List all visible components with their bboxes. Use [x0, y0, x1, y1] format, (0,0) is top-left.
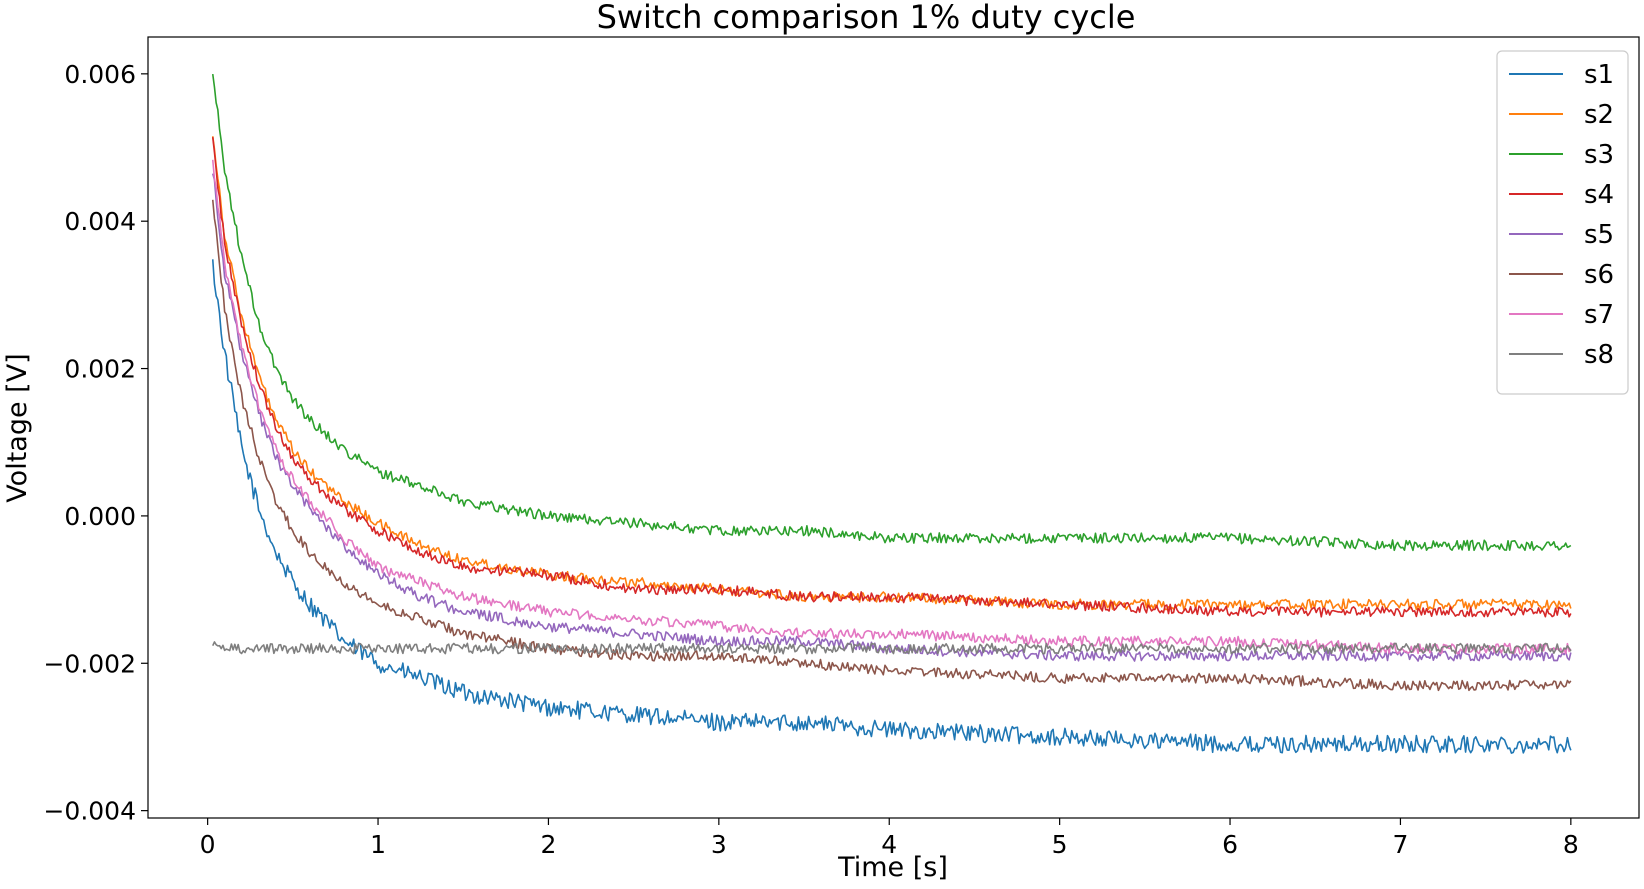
plot-area — [147, 36, 1640, 819]
x-tick-label: 8 — [1563, 830, 1579, 859]
y-tick-label: 0.004 — [64, 207, 136, 236]
legend-label-s8: s8 — [1584, 340, 1614, 370]
y-tick-label: 0.002 — [64, 355, 136, 384]
x-tick-label: 7 — [1392, 830, 1408, 859]
x-tick-label: 3 — [711, 830, 727, 859]
legend: s1 s2 s3 s4 s5 s6 s7 s8 — [1496, 50, 1629, 395]
legend-label-s1: s1 — [1584, 60, 1614, 90]
series-line-s6 — [211, 199, 1572, 692]
x-axis-label: Time [s] — [837, 852, 948, 883]
y-tick-label: −0.004 — [43, 797, 136, 826]
y-axis: −0.004 −0.002 0.000 0.002 0.004 0.006 — [43, 60, 148, 826]
y-tick-label: 0.006 — [64, 60, 136, 89]
x-axis: 0 1 2 3 4 5 6 7 8 — [200, 818, 1579, 859]
x-tick-label: 4 — [881, 830, 897, 859]
legend-label-s7: s7 — [1584, 300, 1614, 330]
legend-label-s5: s5 — [1584, 220, 1614, 250]
series-line-s7 — [211, 159, 1572, 655]
x-tick-label: 0 — [200, 830, 216, 859]
series-line-s8 — [212, 641, 1572, 655]
x-tick-label: 6 — [1222, 830, 1238, 859]
series-layer — [211, 73, 1572, 754]
series-line-s3 — [211, 73, 1572, 552]
legend-box — [1496, 50, 1629, 395]
series-line-s2 — [211, 136, 1572, 611]
y-tick-label: 0.000 — [64, 502, 136, 531]
series-line-s4 — [211, 137, 1572, 618]
legend-label-s2: s2 — [1584, 100, 1614, 130]
legend-label-s6: s6 — [1584, 260, 1614, 290]
x-tick-label: 1 — [370, 830, 386, 859]
x-tick-label: 2 — [540, 830, 556, 859]
legend-label-s3: s3 — [1584, 140, 1614, 170]
chart-title: Switch comparison 1% duty cycle — [597, 0, 1136, 36]
plot-frame — [147, 36, 1640, 819]
series-line-s1 — [211, 259, 1572, 754]
legend-label-s4: s4 — [1584, 180, 1614, 210]
x-tick-label: 5 — [1052, 830, 1068, 859]
y-tick-label: −0.002 — [43, 649, 136, 678]
y-axis-label: Voltage [V] — [2, 353, 33, 502]
